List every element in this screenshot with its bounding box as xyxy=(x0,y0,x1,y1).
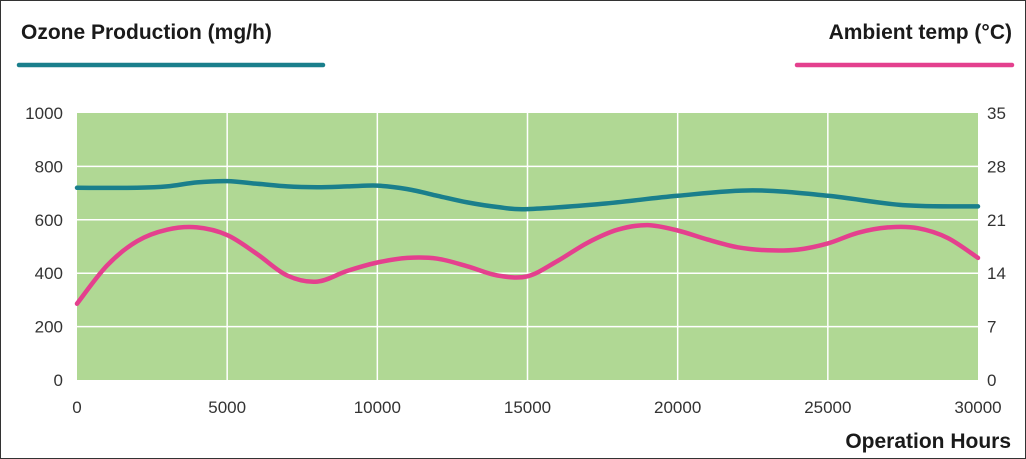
y-left-tick-label: 1000 xyxy=(25,104,63,123)
right-axis-title: Ambient temp (°C) xyxy=(829,21,1012,44)
y-right-tick-label: 0 xyxy=(987,371,996,390)
y-left-tick-label: 600 xyxy=(35,211,63,230)
x-tick-label: 0 xyxy=(72,398,81,417)
x-tick-label: 30000 xyxy=(954,398,1001,417)
ambient-temp-line xyxy=(74,222,981,306)
y-right-tick-label: 7 xyxy=(987,318,996,337)
y-left-tick-label: 0 xyxy=(54,371,63,390)
ozone-production-line xyxy=(74,178,981,212)
x-tick-label: 5000 xyxy=(208,398,246,417)
y-right-tick-label: 28 xyxy=(987,157,1006,176)
y-right-tick-label: 14 xyxy=(987,264,1006,283)
y-left-tick-label: 400 xyxy=(35,264,63,283)
x-tick-label: 10000 xyxy=(354,398,401,417)
left-axis-title: Ozone Production (mg/h) xyxy=(21,21,272,44)
y-left-tick-label: 200 xyxy=(35,318,63,337)
y-right-tick-label: 35 xyxy=(987,104,1006,123)
y-right-tick-label: 21 xyxy=(987,211,1006,230)
plot-area xyxy=(74,113,981,380)
x-tick-label: 20000 xyxy=(654,398,701,417)
x-axis-title: Operation Hours xyxy=(845,430,1011,453)
y-left-tick-label: 800 xyxy=(35,157,63,176)
x-tick-label: 25000 xyxy=(804,398,851,417)
x-tick-label: 15000 xyxy=(504,398,551,417)
